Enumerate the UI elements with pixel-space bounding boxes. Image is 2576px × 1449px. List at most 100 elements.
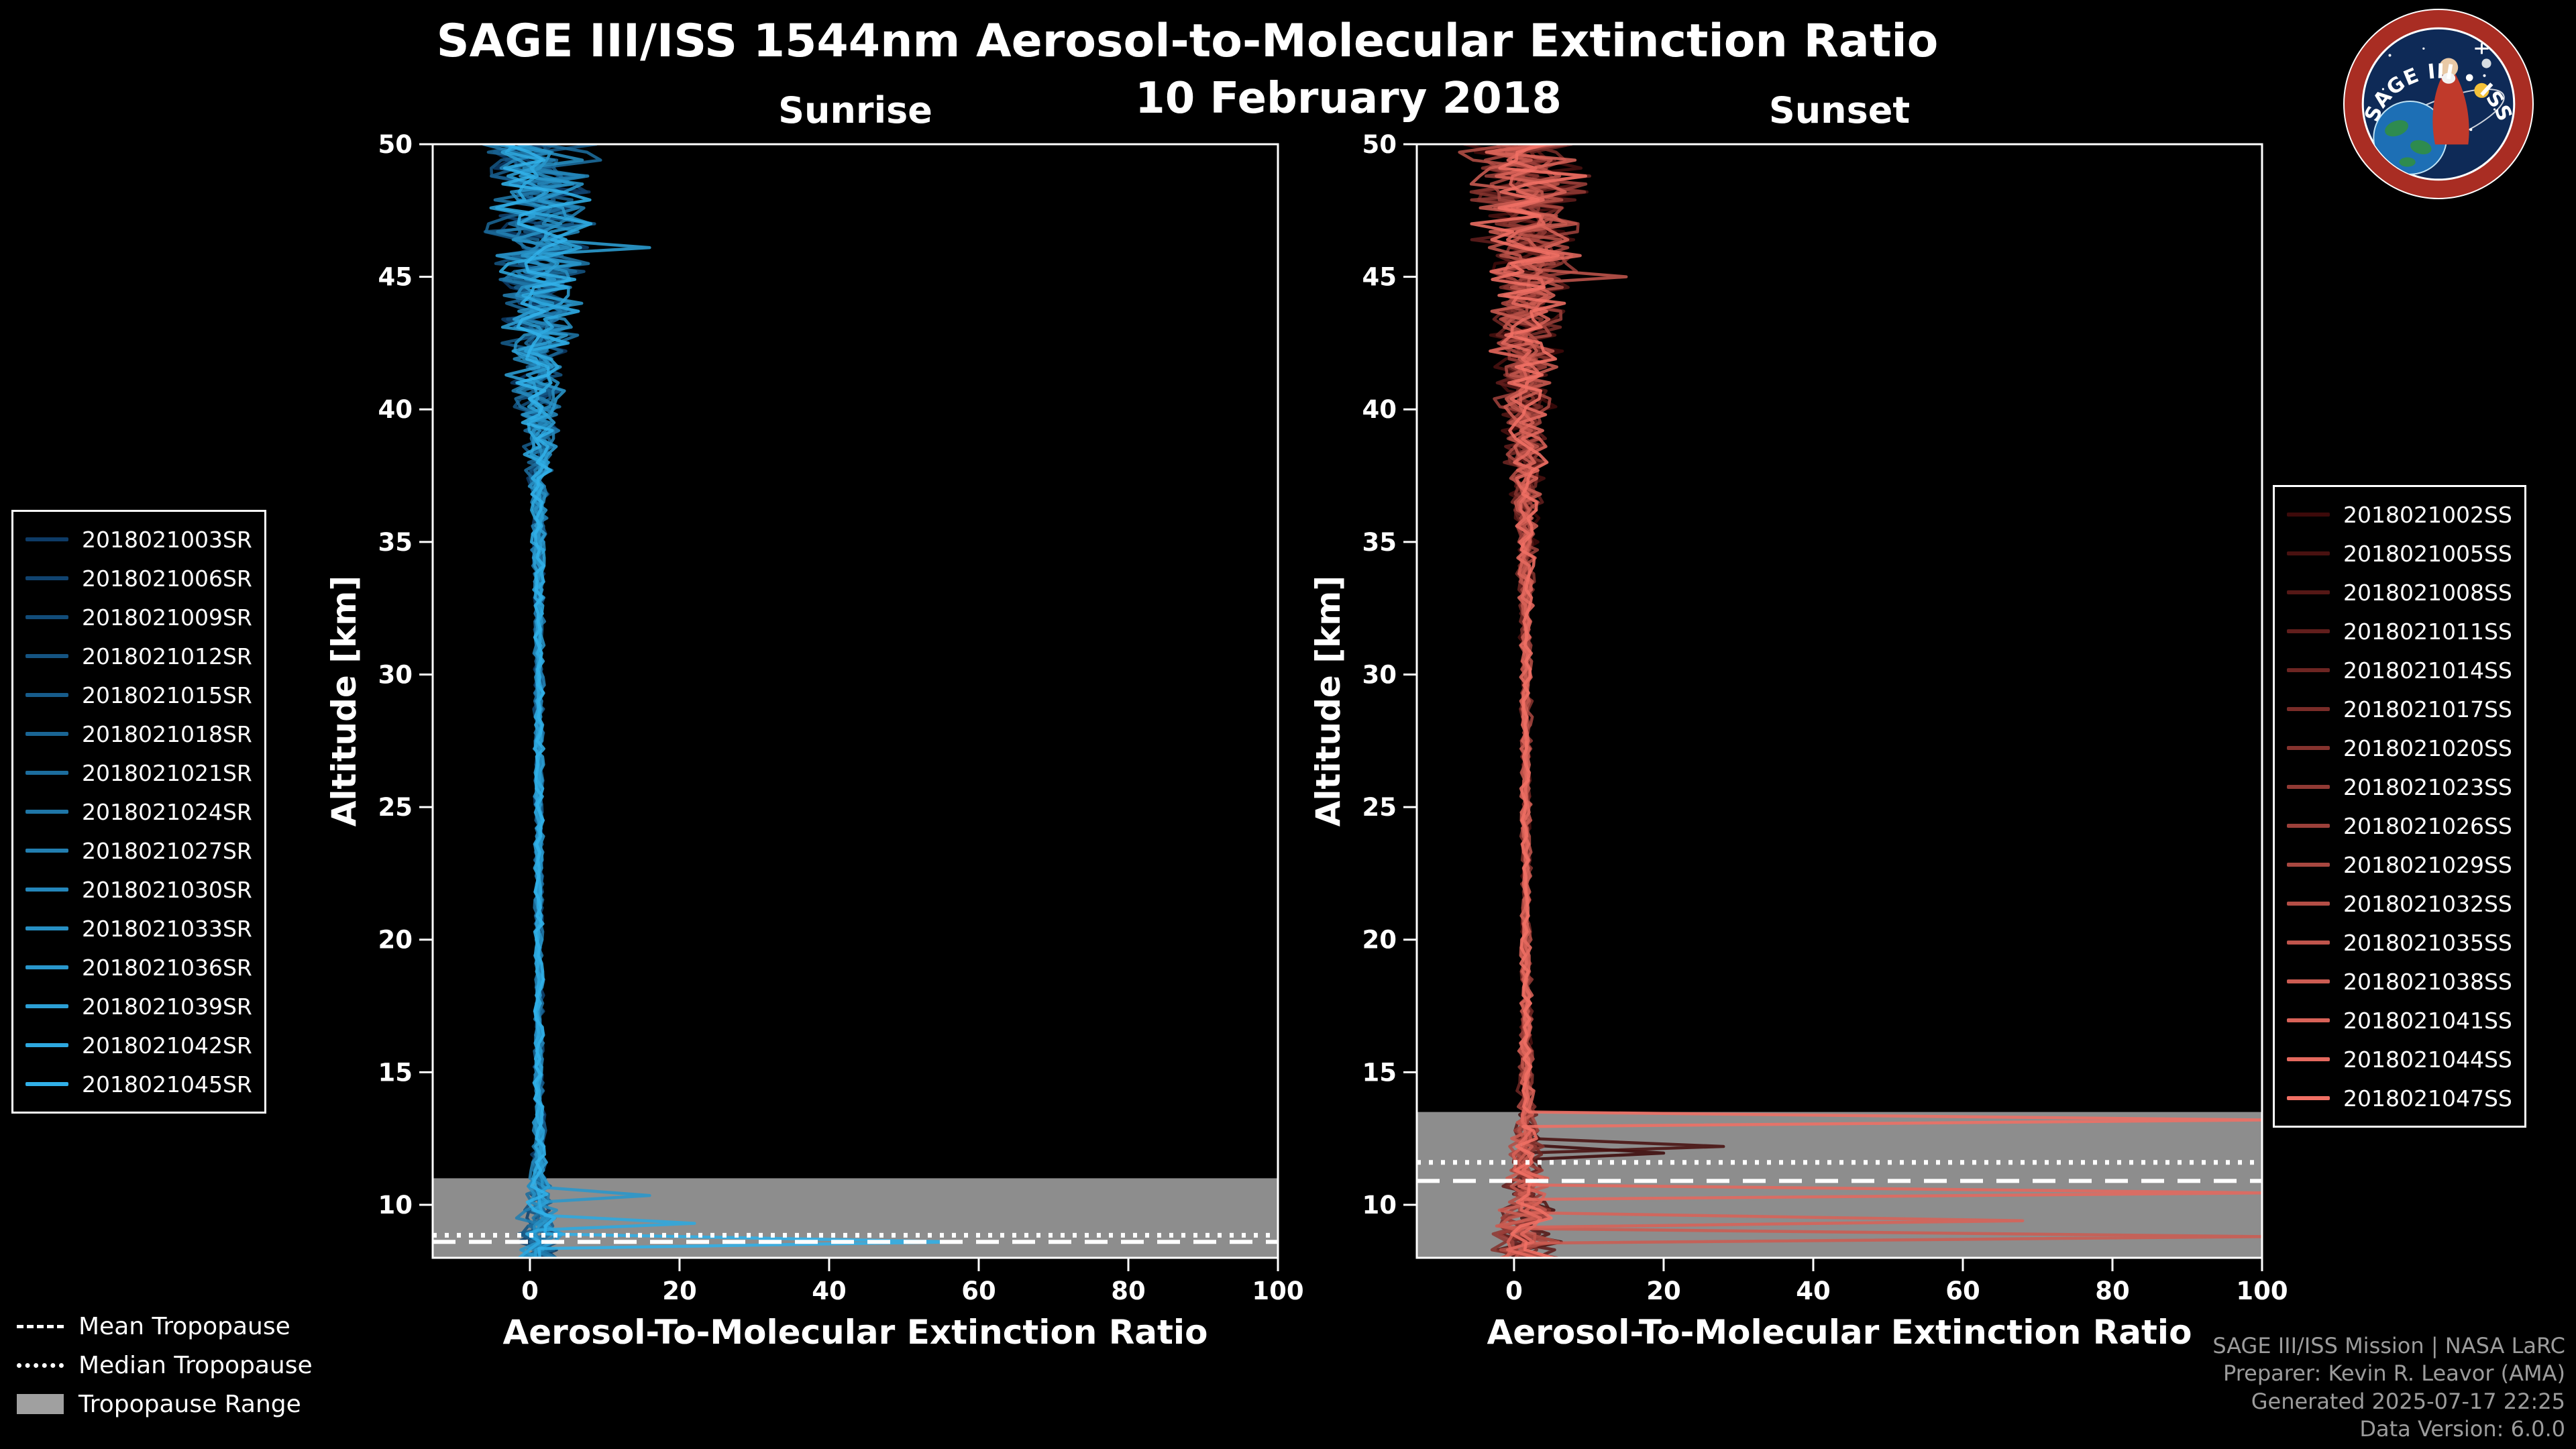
y-axis-label: Altitude [km] [325, 576, 364, 827]
series-color-swatch [25, 810, 68, 814]
series-color-swatch [2287, 1096, 2330, 1100]
legend-item: 2018021015SR [25, 676, 252, 714]
legend-item: 2018021009SR [25, 598, 252, 637]
series-color-swatch [25, 1004, 68, 1008]
attribution-line: SAGE III/ISS Mission | NASA LaRC [2212, 1332, 2565, 1358]
series-label: 2018021021SR [82, 759, 252, 786]
series-color-swatch [2287, 902, 2330, 906]
series-label: 2018021047SS [2343, 1085, 2512, 1112]
sage-iii-iss-logo: SAGE III • ISS [2343, 9, 2534, 199]
series-label: 2018021027SR [82, 837, 252, 864]
legend-label: Median Tropopause [78, 1351, 313, 1379]
series-label: 2018021005SS [2343, 540, 2512, 567]
series-color-swatch [25, 849, 68, 853]
series-color-swatch [25, 1082, 68, 1086]
series-label: 2018021023SS [2343, 773, 2512, 800]
figure-title: SAGE III/ISS 1544nm Aerosol-to-Molecular… [436, 15, 1939, 68]
profile-2018021045SR [501, 144, 958, 1258]
legend-item: 2018021017SS [2287, 690, 2512, 729]
legend-label: Mean Tropopause [78, 1312, 290, 1340]
series-label: 2018021036SR [82, 954, 252, 981]
legend-item: 2018021044SS [2287, 1040, 2512, 1079]
svg-text:80: 80 [2095, 1277, 2130, 1305]
legend-item: 2018021026SS [2287, 806, 2512, 845]
series-color-swatch [2287, 824, 2330, 828]
series-color-swatch [2287, 551, 2330, 555]
series-label: 2018021017SS [2343, 696, 2512, 722]
legend-item: 2018021023SS [2287, 767, 2512, 806]
figure-date: 10 February 2018 [1135, 74, 1562, 123]
series-label: 2018021032SS [2343, 890, 2512, 917]
series-color-swatch [25, 926, 68, 930]
series-color-swatch [25, 615, 68, 619]
svg-text:20: 20 [1646, 1277, 1681, 1305]
legend-item: 2018021018SR [25, 714, 252, 753]
svg-text:50: 50 [378, 130, 413, 159]
series-label: 2018021033SR [82, 915, 252, 942]
svg-text:20: 20 [1362, 926, 1397, 955]
sunrise-chart: 10 15 20 25 30 35 40 45 50 0 20 40 60 80 100 Sunrise Aer… [325, 89, 1304, 1352]
series-label: 2018021044SS [2343, 1046, 2512, 1073]
svg-text:20: 20 [378, 926, 413, 955]
series-label: 2018021039SR [82, 993, 252, 1020]
earth-continents [2385, 120, 2432, 167]
x-axis-label: Aerosol-To-Molecular Extinction Ratio [503, 1313, 1208, 1352]
series-label: 2018021008SS [2343, 579, 2512, 606]
legend-item: 2018021029SS [2287, 845, 2512, 884]
series-color-swatch [2287, 746, 2330, 750]
legend-item: 2018021003SR [25, 520, 252, 559]
legend-item-tropopause-range: Tropopause Range [17, 1385, 313, 1424]
sunset-panel-title: Sunset [1769, 89, 1910, 131]
series-label: 2018021029SS [2343, 851, 2512, 878]
tropopause-legend: Mean Tropopause Median Tropopause Tropop… [17, 1307, 313, 1424]
attribution-line: Preparer: Kevin R. Leavor (AMA) [2222, 1360, 2565, 1387]
tropopause-range-band [433, 1178, 1278, 1258]
series-color-swatch [2287, 513, 2330, 517]
legend-item-mean-tropopause: Mean Tropopause [17, 1307, 313, 1346]
iss-icon [2475, 43, 2489, 54]
series-label: 2018021041SS [2343, 1007, 2512, 1034]
svg-text:30: 30 [378, 660, 413, 689]
series-label: 2018021003SR [82, 526, 252, 553]
legend-item: 2018021035SS [2287, 923, 2512, 962]
legend-item: 2018021014SS [2287, 651, 2512, 690]
series-color-swatch [2287, 707, 2330, 711]
legend-item: 2018021033SR [25, 909, 252, 948]
legend-item: 2018021020SS [2287, 729, 2512, 767]
legend-item: 2018021045SR [25, 1065, 252, 1104]
svg-text:60: 60 [961, 1277, 996, 1305]
svg-text:100: 100 [1252, 1277, 1303, 1305]
series-label: 2018021012SR [82, 643, 252, 669]
dashed-line-swatch [17, 1324, 64, 1328]
series-label: 2018021035SS [2343, 929, 2512, 956]
series-color-swatch [25, 654, 68, 658]
svg-text:45: 45 [1362, 263, 1397, 292]
series-label: 2018021024SR [82, 798, 252, 825]
series-label: 2018021045SR [82, 1071, 252, 1097]
series-label: 2018021038SS [2343, 968, 2512, 995]
sunrise-panel-title: Sunrise [778, 89, 932, 131]
series-label: 2018021009SR [82, 604, 252, 631]
moon-icon [2481, 58, 2491, 68]
svg-text:40: 40 [1796, 1277, 1831, 1305]
series-color-swatch [2287, 590, 2330, 594]
y-axis-label: Altitude [km] [1309, 576, 1348, 827]
legend-item: 2018021032SS [2287, 884, 2512, 923]
attribution-line: Data Version: 6.0.0 [2359, 1416, 2565, 1442]
legend-item: 2018021008SS [2287, 573, 2512, 612]
series-color-swatch [2287, 863, 2330, 867]
x-axis-label: Aerosol-To-Molecular Extinction Ratio [1487, 1313, 2192, 1352]
series-label: 2018021014SS [2343, 657, 2512, 684]
series-color-swatch [2287, 668, 2330, 672]
svg-text:60: 60 [1945, 1277, 1980, 1305]
series-color-swatch [25, 1043, 68, 1047]
series-color-swatch [2287, 1057, 2330, 1061]
legend-item: 2018021011SS [2287, 612, 2512, 651]
legend-label: Tropopause Range [78, 1390, 301, 1418]
profile-2018021047SS [1470, 144, 2262, 1258]
svg-text:10: 10 [1362, 1191, 1397, 1220]
sunset-chart: 10 15 20 25 30 35 40 45 50 0 20 40 60 80 100 Sunset Aero… [1309, 89, 2288, 1352]
svg-text:0: 0 [1505, 1277, 1523, 1305]
attribution-line: Generated 2025-07-17 22:25 [2251, 1388, 2565, 1414]
